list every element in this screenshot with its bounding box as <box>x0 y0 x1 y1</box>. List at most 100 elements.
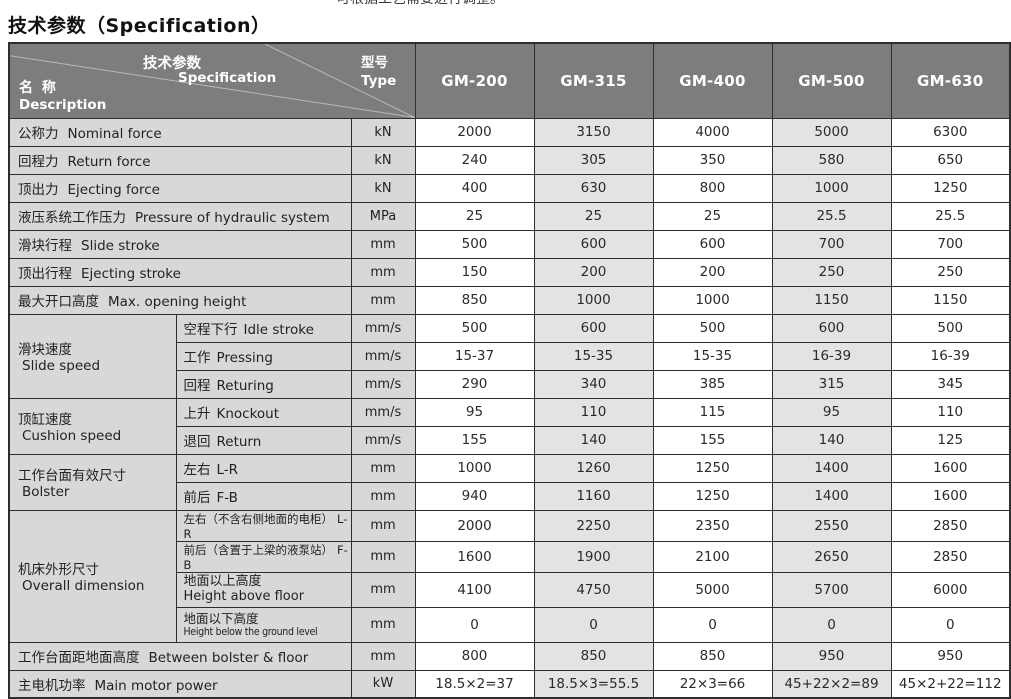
row-label-en: Ejecting stroke <box>81 266 181 282</box>
row-label-en: Main motor power <box>94 677 218 694</box>
unit-cell: mm <box>350 606 416 643</box>
row-label: 工作台面距地面高度 Between bolster & floor <box>8 641 352 671</box>
table-row: 顶出力 Ejecting force kN 400 630 800 1000 12… <box>8 173 1011 203</box>
value-cell: 600 <box>652 229 773 259</box>
sub-label: 左右（不含右侧地面的电柜） L-R <box>175 509 352 542</box>
table-header-row: 技术参数 Specification 名 称 Description 型号 Ty… <box>8 42 1011 119</box>
table-row: 退回 Return mm/s 155 140 155 140 125 <box>9 425 1011 455</box>
value-cell: 2850 <box>890 509 1011 542</box>
sub-label-cn: 左右 <box>183 462 211 478</box>
value-cell: 25.5 <box>890 201 1011 231</box>
value-cell: 1000 <box>533 285 654 315</box>
model-header: GM-200 <box>414 42 535 119</box>
row-label-en: Ejecting force <box>67 182 160 198</box>
value-cell: 150 <box>414 257 535 287</box>
specification-table: 技术参数 Specification 名 称 Description 型号 Ty… <box>8 42 1011 699</box>
sub-label: 地面以下高度 Height below the ground level <box>175 606 352 643</box>
unit-cell: mm <box>350 641 416 671</box>
unit-cell: mm <box>350 453 416 483</box>
group-label: 顶缸速度 Cushion speed <box>8 397 177 455</box>
row-label: 主电机功率 Main motor power <box>8 669 352 699</box>
header-name: 名 称 Description <box>19 77 106 113</box>
sub-label: 地面以上高度 Height above floor <box>175 571 352 608</box>
unit-cell: kW <box>350 669 416 699</box>
value-cell: 140 <box>771 425 892 455</box>
sub-label: 左右 L-R <box>175 453 352 483</box>
value-cell: 1250 <box>652 453 773 483</box>
row-label-en: Slide stroke <box>81 238 160 254</box>
sub-label-cn: 前后 <box>183 490 211 506</box>
value-cell: 0 <box>652 606 773 643</box>
sub-label-en: Return <box>216 434 262 450</box>
sub-label-en: L-R <box>216 462 239 478</box>
value-cell: 25 <box>652 201 773 231</box>
row-label-cn: 顶出行程 <box>18 266 72 282</box>
value-cell: 600 <box>533 313 654 343</box>
group-label-en: Bolster <box>22 484 70 500</box>
row-label: 液压系统工作压力 Pressure of hydraulic system <box>8 201 352 231</box>
table-row: 公称力 Nominal force kN 2000 3150 4000 5000 … <box>8 117 1011 147</box>
value-cell: 5700 <box>771 571 892 608</box>
value-cell: 500 <box>414 229 535 259</box>
sub-label-en: F-B <box>216 490 238 506</box>
value-cell: 2550 <box>771 509 892 542</box>
value-cell: 250 <box>771 257 892 287</box>
sub-label-cn: 前后（含置于上梁的液泵站） <box>183 542 334 557</box>
value-cell: 800 <box>652 173 773 203</box>
sub-label-en: Idle stroke <box>243 322 314 338</box>
value-cell: 1600 <box>414 540 535 573</box>
sub-label-en: L-R <box>183 511 348 541</box>
value-cell: 800 <box>414 641 535 671</box>
row-label-en: Return force <box>67 154 151 170</box>
value-cell: 950 <box>771 641 892 671</box>
group-label-cn: 滑块速度 <box>18 342 72 358</box>
sub-label-en: Height above floor <box>183 589 305 605</box>
header-type: 型号 Type <box>361 55 396 90</box>
group-label: 机床外形尺寸 Overall dimension <box>8 509 177 643</box>
value-cell: 45×2+22=112 <box>890 669 1011 699</box>
value-cell: 2100 <box>652 540 773 573</box>
value-cell: 315 <box>771 369 892 399</box>
value-cell: 18.5×3=55.5 <box>533 669 654 699</box>
value-cell: 350 <box>652 145 773 175</box>
table-row: 主电机功率 Main motor power kW 18.5×2=37 18.5×… <box>8 669 1011 699</box>
value-cell: 6300 <box>890 117 1011 147</box>
row-label: 顶出行程 Ejecting stroke <box>8 257 352 287</box>
value-cell: 115 <box>652 397 773 427</box>
row-label: 最大开口高度 Max. opening height <box>8 285 352 315</box>
sub-label-cn: 空程下行 <box>183 322 238 338</box>
top-note-text: 可根据工艺需要进行调整。 <box>336 0 504 7</box>
value-cell: 2850 <box>890 540 1011 573</box>
group-label-en: Cushion speed <box>22 428 122 444</box>
value-cell: 850 <box>414 285 535 315</box>
sub-label-en: Returing <box>216 378 274 394</box>
value-cell: 1250 <box>652 481 773 511</box>
sub-label: 回程 Returing <box>175 369 352 399</box>
table-row: 液压系统工作压力 Pressure of hydraulic system MPa… <box>8 201 1011 231</box>
unit-cell: mm/s <box>350 341 416 371</box>
value-cell: 16-39 <box>890 341 1011 371</box>
table-row: 滑块行程 Slide stroke mm 500 600 600 700 700 <box>8 229 1011 259</box>
table-row: 工作台面距地面高度 Between bolster & floor mm 800 … <box>8 641 1011 671</box>
row-label-cn: 顶出力 <box>18 182 59 198</box>
sub-label: 空程下行 Idle stroke <box>175 313 352 343</box>
table-row: 机床外形尺寸 Overall dimension 左右（不含右侧地面的电柜） L-R… <box>8 509 1011 643</box>
row-label: 回程力 Return force <box>8 145 352 175</box>
value-cell: 500 <box>890 313 1011 343</box>
value-cell: 1000 <box>771 173 892 203</box>
header-name-en: Description <box>19 96 107 113</box>
unit-cell: mm <box>350 285 416 315</box>
row-label-cn: 主电机功率 <box>18 677 86 694</box>
diagonal-lines <box>10 44 414 117</box>
table-row: 顶出行程 Ejecting stroke mm 150 200 200 250 2… <box>8 257 1011 287</box>
unit-cell: kN <box>350 173 416 203</box>
value-cell: 345 <box>890 369 1011 399</box>
value-cell: 2350 <box>652 509 773 542</box>
value-cell: 1160 <box>533 481 654 511</box>
unit-cell: kN <box>350 145 416 175</box>
value-cell: 110 <box>890 397 1011 427</box>
unit-cell: mm/s <box>350 425 416 455</box>
model-header: GM-500 <box>771 42 892 119</box>
value-cell: 290 <box>414 369 535 399</box>
table-row: 前后 F-B mm 940 1160 1250 1400 1600 <box>9 481 1011 511</box>
